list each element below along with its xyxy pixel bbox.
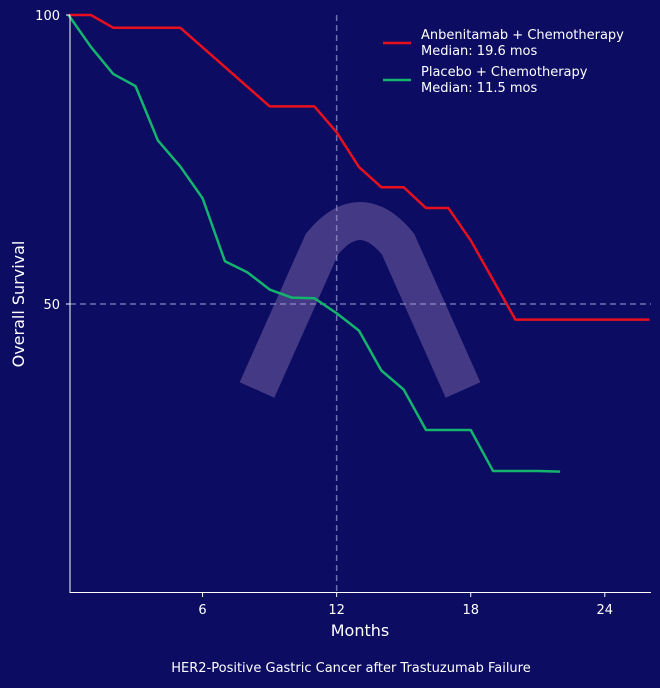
x-tick-label: 6 (198, 603, 206, 618)
x-axis-label: Months (331, 621, 389, 640)
legend-label-anbenitamab: Anbenitamab + Chemotherapy (421, 28, 624, 43)
x-tick-label: 18 (462, 603, 479, 618)
legend-median-anbenitamab: Median: 19.6 mos (421, 44, 537, 59)
legend: Anbenitamab + Chemotherapy Median: 19.6 … (383, 28, 624, 96)
watermark-logo (239, 202, 481, 398)
series-group (67, 13, 650, 473)
series-line-1 (67, 14, 561, 473)
x-tick-label: 24 (597, 603, 614, 618)
y-tick-label: 100 (35, 9, 60, 24)
legend-label-placebo: Placebo + Chemotherapy (421, 65, 588, 80)
series-line-0 (68, 13, 650, 321)
legend-median-placebo: Median: 11.5 mos (421, 81, 537, 96)
y-axis-label: Overall Survival (9, 241, 28, 368)
reference-lines (70, 15, 651, 593)
y-tick-label: 50 (43, 298, 60, 313)
y-ticks: 50 100 (35, 9, 70, 313)
x-tick-label: 12 (328, 603, 345, 618)
chart-footer: HER2-Positive Gastric Cancer after Trast… (171, 661, 530, 676)
x-ticks: 6 12 18 24 (198, 593, 613, 618)
